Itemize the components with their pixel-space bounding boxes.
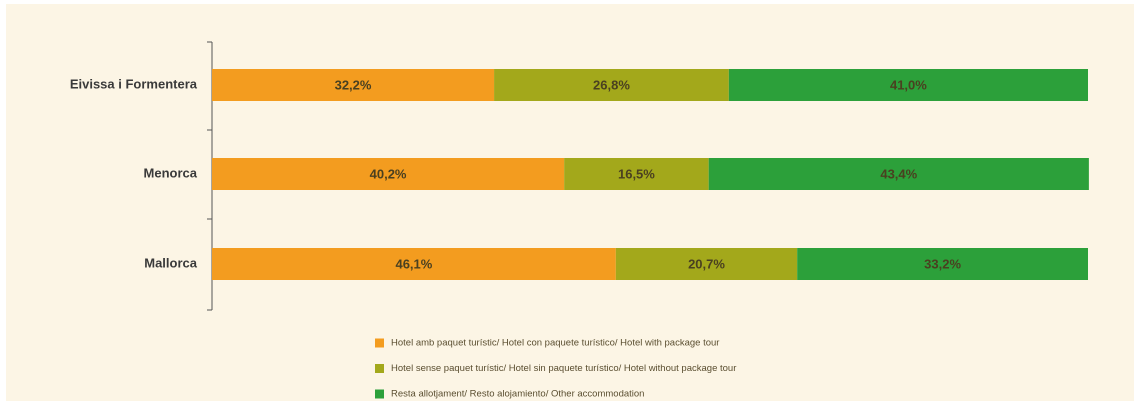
value-label: 46,1%	[395, 256, 432, 271]
legend-label: Resta allotjament/ Resto alojamiento/ Ot…	[391, 389, 644, 400]
value-label: 32,2%	[335, 77, 372, 92]
legend-label: Hotel sense paquet turístic/ Hotel sin p…	[391, 363, 736, 374]
category-label: Mallorca	[144, 255, 198, 270]
value-label: 16,5%	[618, 166, 655, 181]
bar-segment	[564, 158, 709, 190]
legend-swatch	[375, 364, 384, 373]
bar-segment	[708, 158, 1089, 190]
legend-label: Hotel amb paquet turístic/ Hotel con paq…	[391, 338, 719, 349]
bar-segment	[728, 69, 1088, 101]
value-label: 41,0%	[890, 77, 927, 92]
category-label: Eivissa i Formentera	[70, 76, 198, 91]
value-label: 20,7%	[688, 256, 725, 271]
bar-segment	[797, 248, 1088, 280]
category-label: Menorca	[144, 165, 198, 180]
bar-segment	[494, 69, 729, 101]
bar-segment	[615, 248, 798, 280]
legend-swatch	[375, 338, 384, 348]
value-label: 40,2%	[370, 166, 407, 181]
bar-segment	[212, 248, 616, 280]
value-label: 33,2%	[924, 256, 961, 271]
value-label: 43,4%	[880, 166, 917, 181]
bar-segment	[212, 69, 495, 101]
value-label: 26,8%	[593, 77, 630, 92]
legend-swatch	[375, 389, 384, 399]
bar-segment	[212, 158, 565, 190]
